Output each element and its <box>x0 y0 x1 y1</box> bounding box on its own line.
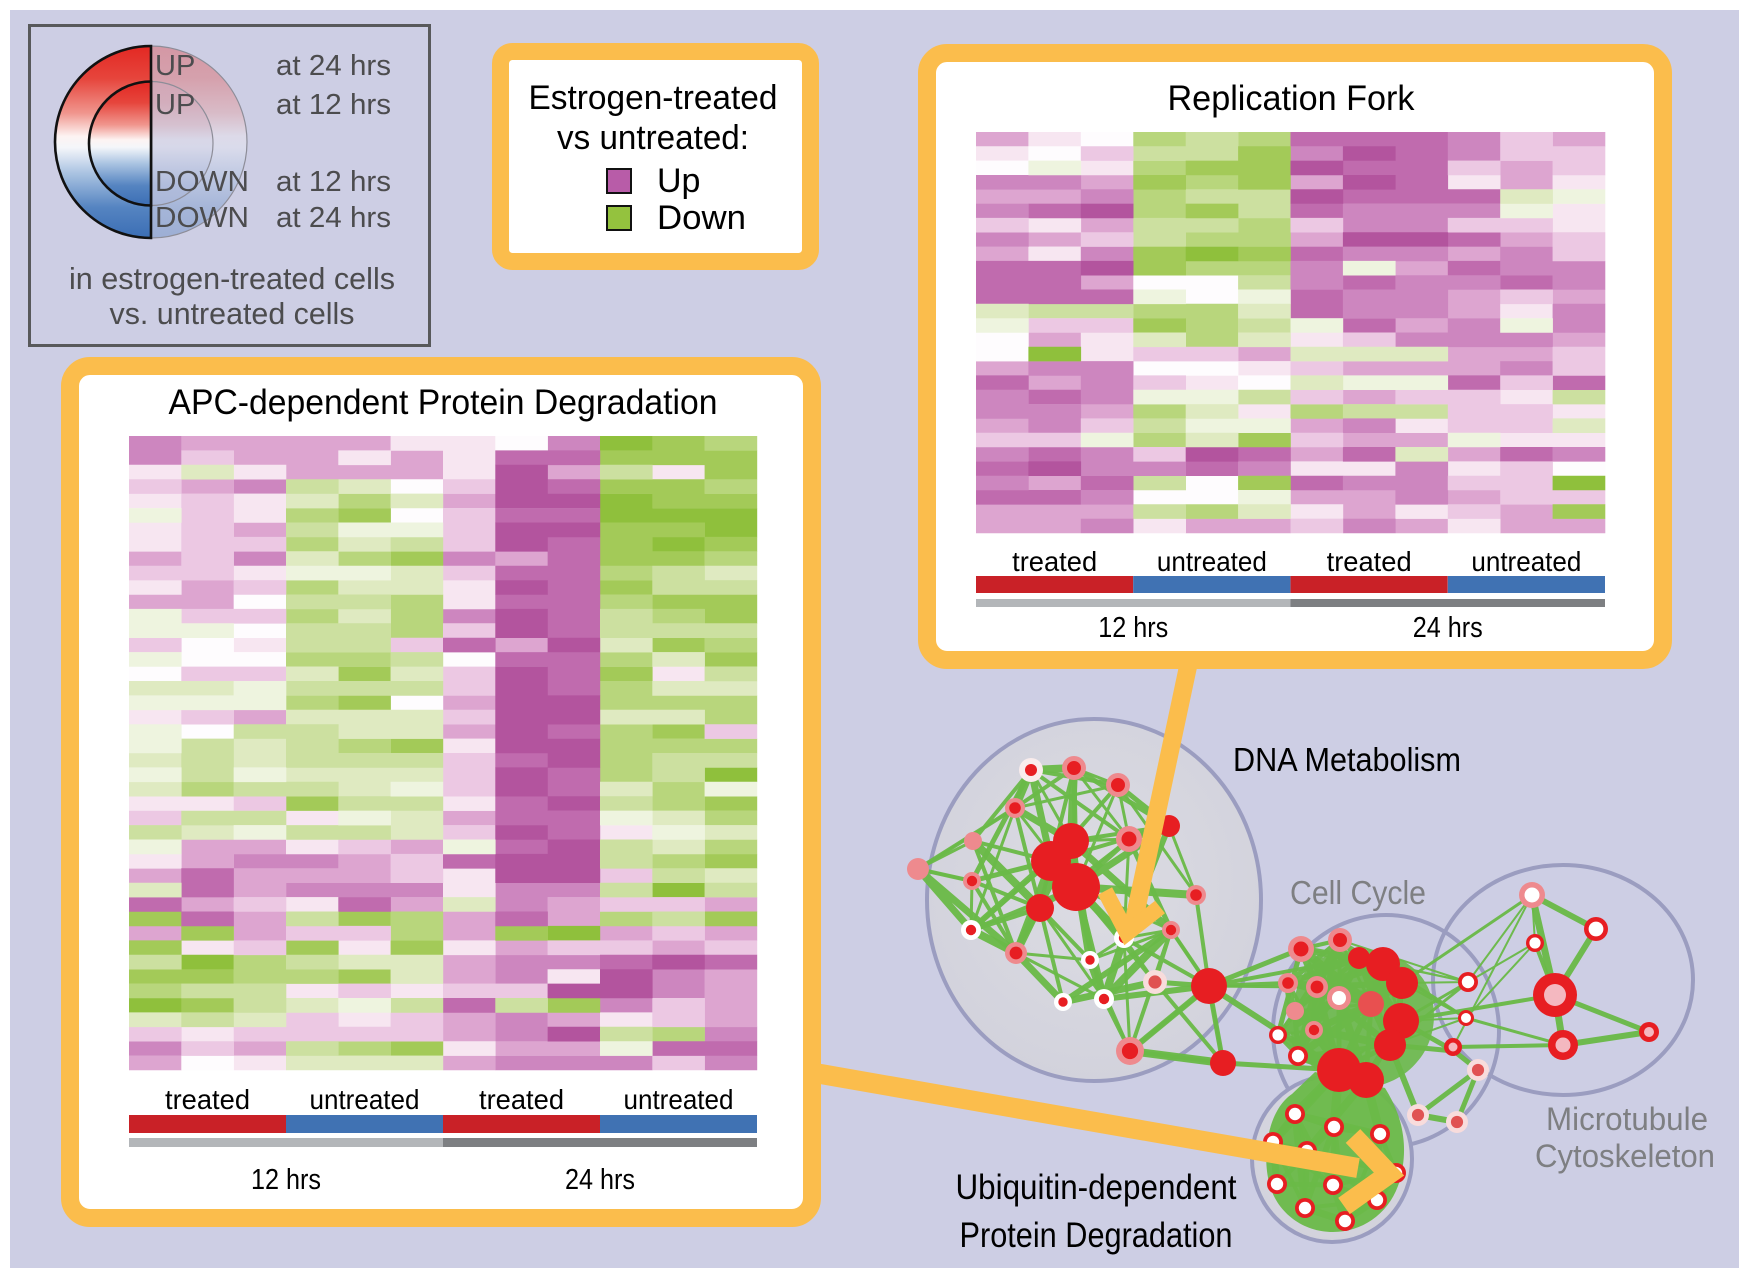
svg-text:24 hrs: 24 hrs <box>1413 612 1483 644</box>
svg-text:Protein Degradation: Protein Degradation <box>960 1216 1233 1255</box>
svg-text:Cytoskeleton: Cytoskeleton <box>1535 1138 1715 1174</box>
svg-text:untreated: untreated <box>310 1084 420 1115</box>
svg-text:untreated: untreated <box>1157 546 1267 577</box>
svg-text:Replication Fork: Replication Fork <box>1168 79 1415 118</box>
svg-text:DOWN: DOWN <box>155 202 249 234</box>
svg-text:treated: treated <box>1327 546 1412 577</box>
svg-text:Microtubule: Microtubule <box>1546 1101 1708 1137</box>
svg-text:UP: UP <box>155 89 195 121</box>
svg-text:12 hrs: 12 hrs <box>1098 612 1168 644</box>
svg-text:vs. untreated cells: vs. untreated cells <box>110 296 355 331</box>
svg-text:vs untreated:: vs untreated: <box>557 119 749 157</box>
svg-text:treated: treated <box>479 1084 564 1115</box>
svg-text:Up: Up <box>657 162 700 200</box>
svg-text:untreated: untreated <box>1471 546 1581 577</box>
svg-text:Estrogen-treated: Estrogen-treated <box>529 79 778 117</box>
svg-text:Ubiquitin-dependent: Ubiquitin-dependent <box>956 1168 1237 1207</box>
svg-text:at 24 hrs: at 24 hrs <box>276 202 391 234</box>
svg-text:Cell Cycle: Cell Cycle <box>1290 874 1426 911</box>
svg-text:12 hrs: 12 hrs <box>251 1164 321 1196</box>
svg-text:treated: treated <box>165 1084 250 1115</box>
svg-text:UP: UP <box>155 50 195 82</box>
svg-text:at 12 hrs: at 12 hrs <box>276 166 391 198</box>
svg-text:in estrogen-treated cells: in estrogen-treated cells <box>69 261 395 296</box>
svg-text:APC-dependent Protein Degradat: APC-dependent Protein Degradation <box>169 383 718 422</box>
svg-text:at 12 hrs: at 12 hrs <box>276 89 391 121</box>
svg-text:treated: treated <box>1012 546 1097 577</box>
svg-text:at 24 hrs: at 24 hrs <box>276 50 391 82</box>
svg-text:untreated: untreated <box>624 1084 734 1115</box>
svg-text:24 hrs: 24 hrs <box>565 1164 635 1196</box>
svg-text:Down: Down <box>657 199 746 237</box>
svg-text:DNA Metabolism: DNA Metabolism <box>1233 741 1461 778</box>
svg-text:DOWN: DOWN <box>155 166 249 198</box>
